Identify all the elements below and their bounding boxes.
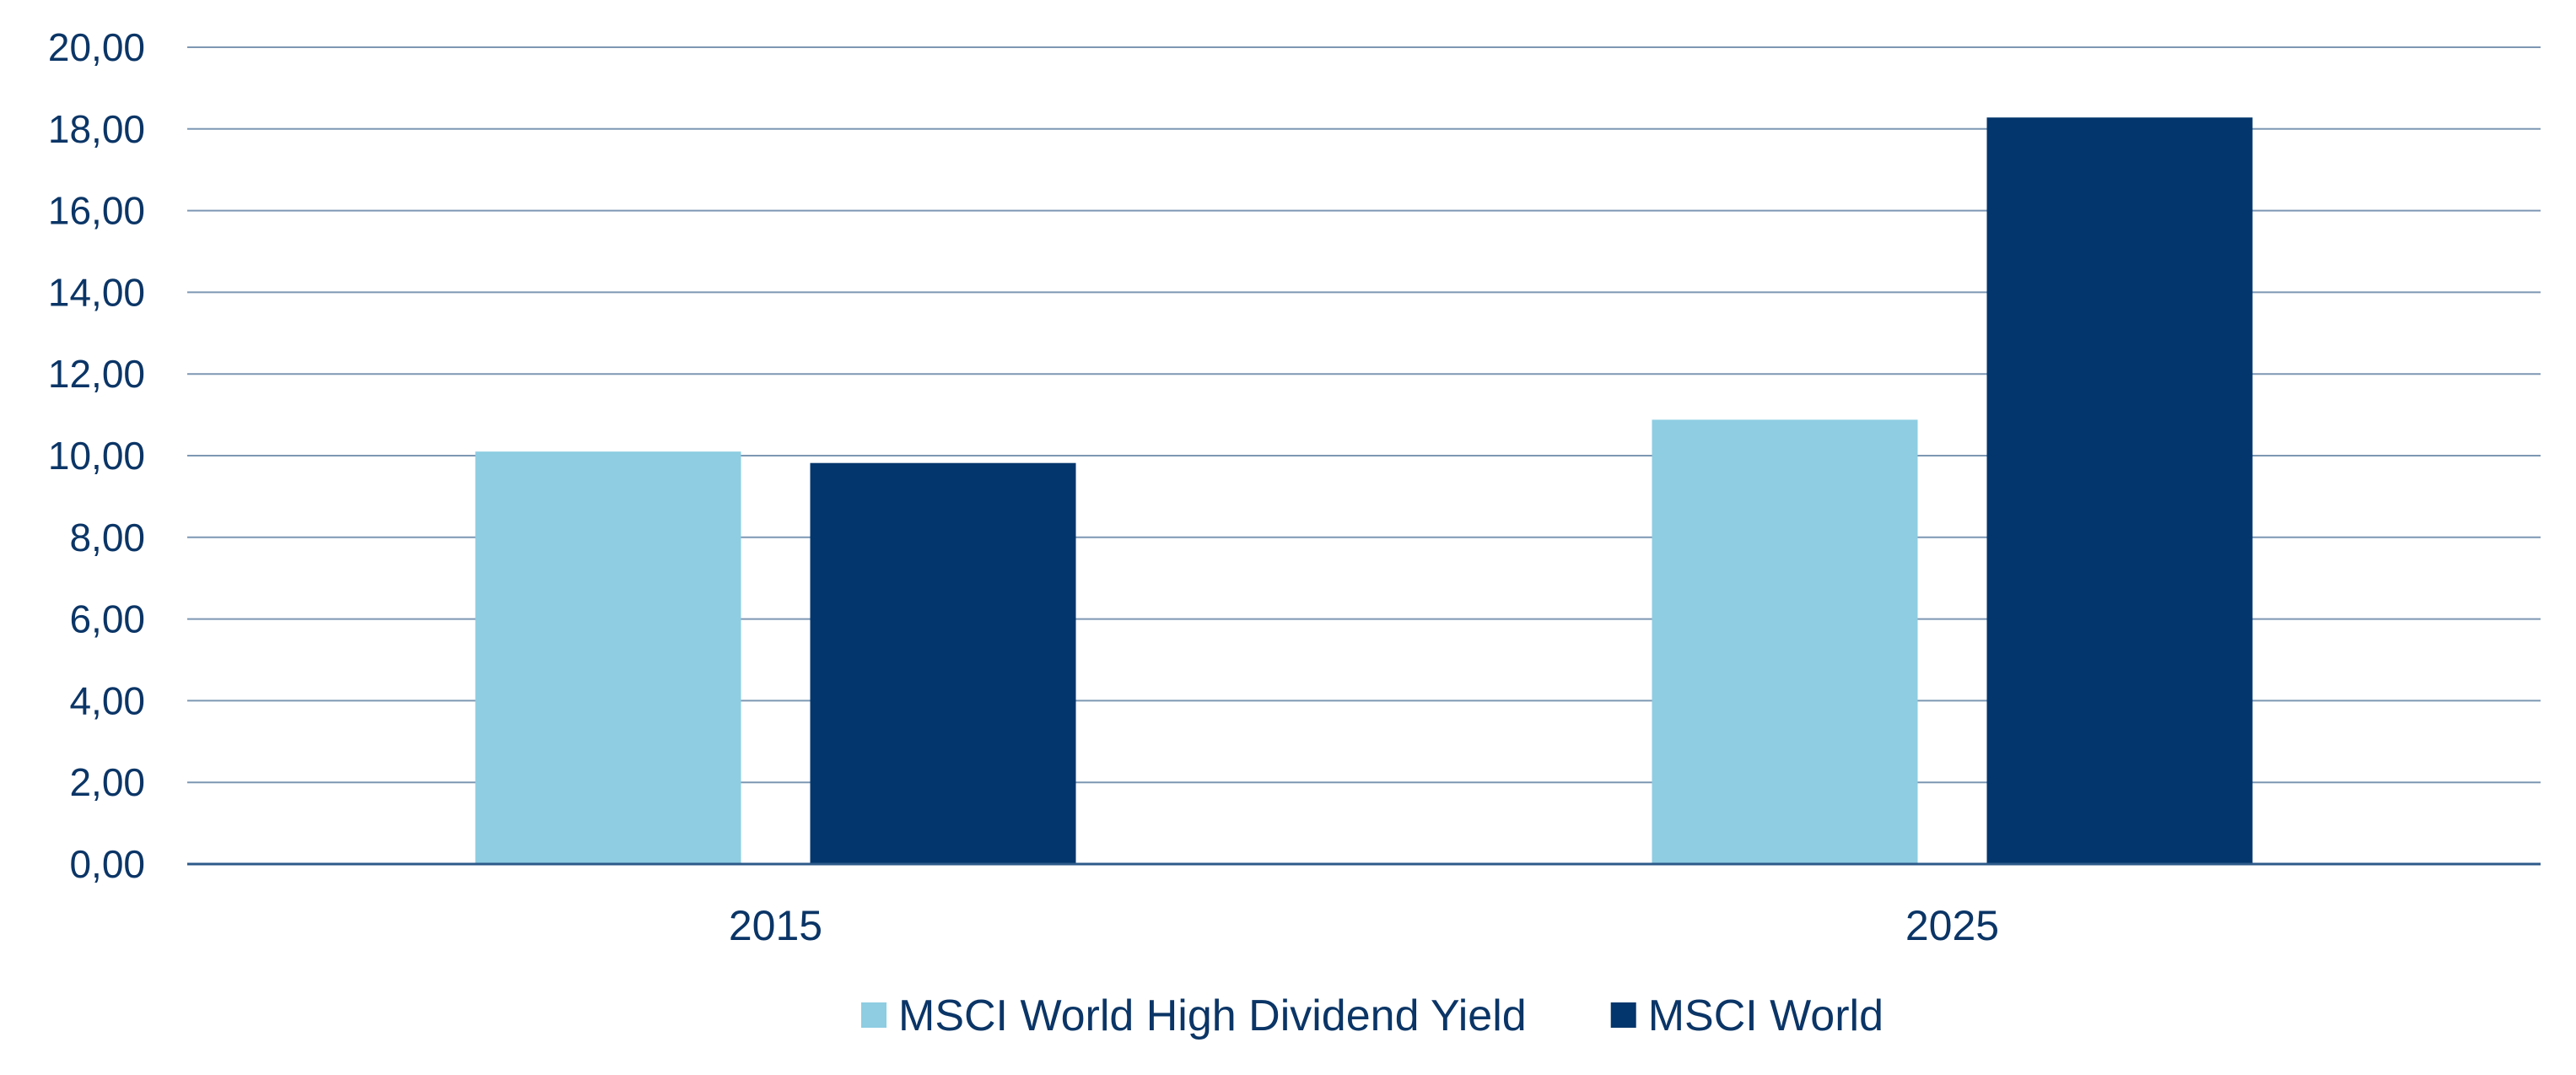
y-tick-label: 2,00 — [69, 760, 145, 804]
legend-label: MSCI World High Dividend Yield — [898, 991, 1527, 1040]
x-tick-label: 2025 — [1905, 902, 1999, 949]
x-tick-label: 2015 — [729, 902, 822, 949]
legend-item: MSCI World High Dividend Yield — [861, 991, 1527, 1040]
bar-msci-world-2025 — [1986, 117, 2253, 865]
y-tick-label: 6,00 — [69, 597, 145, 641]
y-tick-label: 12,00 — [48, 352, 145, 396]
y-tick-label: 10,00 — [48, 434, 145, 478]
y-tick-label: 4,00 — [69, 678, 145, 722]
bar-msci-world-high-dividend-yield-2015 — [475, 451, 741, 864]
y-axis-tick-labels: 0,00 2,00 4,00 6,00 8,00 10,00 12,00 14,00 16,00… — [48, 25, 145, 886]
legend-label: MSCI World — [1648, 991, 1883, 1040]
bars — [475, 117, 2253, 865]
bar-msci-world-high-dividend-yield-2025 — [1652, 419, 1918, 865]
y-tick-label: 14,00 — [48, 270, 145, 314]
legend: MSCI World High Dividend Yield MSCI World — [861, 991, 1883, 1040]
y-tick-label: 18,00 — [48, 107, 145, 151]
y-tick-label: 16,00 — [48, 189, 145, 233]
legend-swatch — [861, 1002, 887, 1028]
bar-msci-world-2015 — [810, 462, 1076, 864]
legend-item: MSCI World — [1610, 991, 1883, 1040]
x-axis: 2015 2025 — [187, 862, 2541, 949]
legend-swatch — [1610, 1002, 1636, 1028]
y-tick-label: 20,00 — [48, 25, 145, 69]
y-tick-label: 8,00 — [69, 516, 145, 559]
y-tick-label: 0,00 — [69, 842, 145, 886]
